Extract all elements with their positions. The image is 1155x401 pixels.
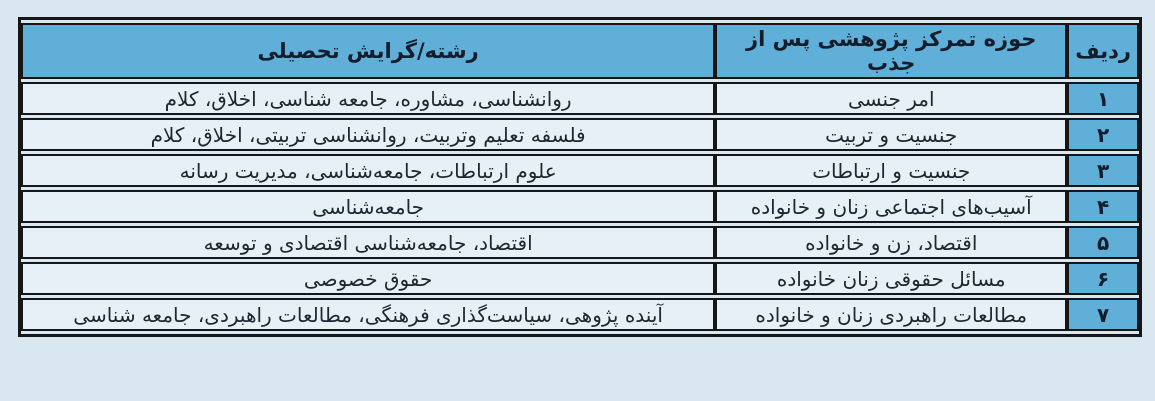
table-row: ۲ جنسیت و تربیت فلسفه تعلیم وتربیت، روان… <box>21 118 1139 151</box>
focus-area-cell: مسائل حقوقی زنان خانواده <box>715 262 1068 295</box>
header-field-of-study: رشته/گرایش تحصیلی <box>21 23 716 79</box>
row-number-cell: ۵ <box>1067 226 1139 259</box>
table-row: ۶ مسائل حقوقی زنان خانواده حقوق خصوصی <box>21 262 1139 295</box>
table-row: ۵ اقتصاد، زن و خانواده اقتصاد، جامعه‌شنا… <box>21 226 1139 259</box>
header-row-number: ردیف <box>1067 23 1139 79</box>
research-focus-table: ردیف حوزه تمرکز پژوهشی پس از جذب رشته/گر… <box>21 20 1139 334</box>
field-of-study-cell: اقتصاد، جامعه‌شناسی اقتصادی و توسعه <box>21 226 716 259</box>
row-number-cell: ۶ <box>1067 262 1139 295</box>
table-row: ۷ مطالعات راهبردی زنان و خانواده آینده پ… <box>21 298 1139 331</box>
focus-area-cell: آسیب‌های اجتماعی زنان و خانواده <box>715 190 1068 223</box>
row-number-cell: ۱ <box>1067 82 1139 115</box>
field-of-study-cell: روانشناسی، مشاوره، جامعه شناسی، اخلاق، ک… <box>21 82 716 115</box>
field-of-study-cell: جامعه‌شناسی <box>21 190 716 223</box>
focus-area-cell: جنسیت و تربیت <box>715 118 1068 151</box>
table-row: ۳ جنسیت و ارتباطات علوم ارتباطات، جامعه‌… <box>21 154 1139 187</box>
research-focus-table-frame: ردیف حوزه تمرکز پژوهشی پس از جذب رشته/گر… <box>18 17 1142 337</box>
header-focus-area: حوزه تمرکز پژوهشی پس از جذب <box>715 23 1068 79</box>
focus-area-cell: جنسیت و ارتباطات <box>715 154 1068 187</box>
row-number-cell: ۴ <box>1067 190 1139 223</box>
row-number-cell: ۷ <box>1067 298 1139 331</box>
field-of-study-cell: فلسفه تعلیم وتربیت، روانشناسی تربیتی، اخ… <box>21 118 716 151</box>
row-number-cell: ۳ <box>1067 154 1139 187</box>
table-row: ۱ امر جنسی روانشناسی، مشاوره، جامعه شناس… <box>21 82 1139 115</box>
focus-area-cell: مطالعات راهبردی زنان و خانواده <box>715 298 1068 331</box>
field-of-study-cell: علوم ارتباطات، جامعه‌شناسی، مدیریت رسانه <box>21 154 716 187</box>
table-row: ۴ آسیب‌های اجتماعی زنان و خانواده جامعه‌… <box>21 190 1139 223</box>
table-header-row: ردیف حوزه تمرکز پژوهشی پس از جذب رشته/گر… <box>21 23 1139 79</box>
focus-area-cell: امر جنسی <box>715 82 1068 115</box>
field-of-study-cell: آینده پژوهی، سیاست‌گذاری فرهنگی، مطالعات… <box>21 298 716 331</box>
field-of-study-cell: حقوق خصوصی <box>21 262 716 295</box>
focus-area-cell: اقتصاد، زن و خانواده <box>715 226 1068 259</box>
row-number-cell: ۲ <box>1067 118 1139 151</box>
